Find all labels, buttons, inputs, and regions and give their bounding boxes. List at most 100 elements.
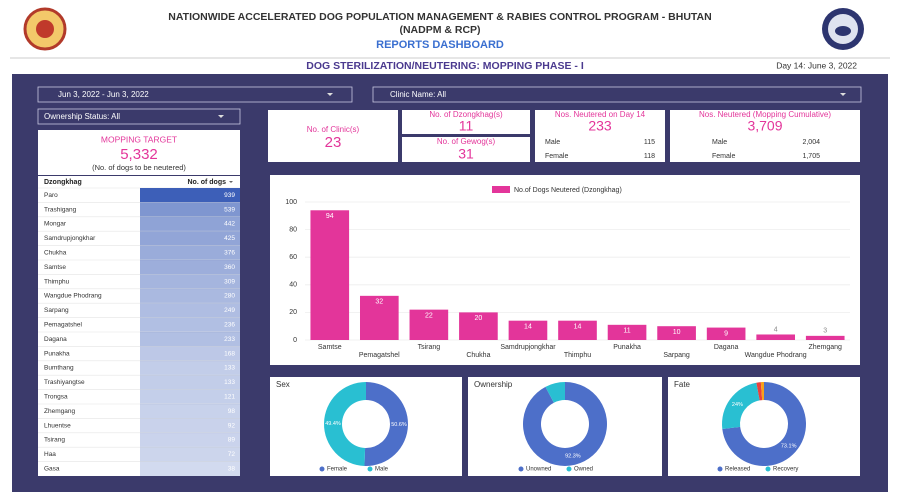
logo-right <box>822 8 864 50</box>
row-value: 133 <box>224 365 235 372</box>
row-value: 360 <box>224 264 235 271</box>
bar <box>657 326 696 340</box>
heat-cell <box>140 245 240 260</box>
data-label: 32 <box>375 299 383 306</box>
sort-icon[interactable] <box>229 181 233 183</box>
row-name: Pemagatshel <box>44 322 82 329</box>
ownership-filter-text[interactable]: Ownership Status: All <box>44 112 120 121</box>
x-tick-label: Samdrupjongkhar <box>500 344 556 351</box>
slice-label: 92.3% <box>565 453 581 459</box>
x-tick-label: Tsirang <box>418 344 441 351</box>
row-value: 539 <box>224 206 235 213</box>
ownership-filter[interactable]: Ownership Status: All <box>37 108 241 125</box>
row-value: 233 <box>224 336 235 343</box>
kpi-sub-label: Female <box>712 153 735 160</box>
y-tick-label: 60 <box>289 254 297 261</box>
data-label: 14 <box>524 324 532 331</box>
row-name: Dagana <box>44 336 67 343</box>
date-filter-text[interactable]: Jun 3, 2022 - Jun 3, 2022 <box>58 90 149 99</box>
row-value: 133 <box>224 379 235 386</box>
kpi-value: 233 <box>588 118 612 134</box>
bar <box>508 320 548 340</box>
date-filter[interactable]: Jun 3, 2022 - Jun 3, 2022 <box>37 86 353 103</box>
kpi-card <box>402 137 530 162</box>
bar <box>359 295 399 340</box>
pie-slice <box>545 382 565 403</box>
x-tick-label: Chukha <box>466 352 490 359</box>
data-label: 9 <box>724 330 728 337</box>
data-label: 22 <box>425 312 433 319</box>
slice-label: 73.1% <box>781 443 797 449</box>
kpi-value: 23 <box>325 134 342 151</box>
heat-cell <box>140 260 240 275</box>
pie-slice <box>364 382 409 467</box>
slice-label: 24% <box>732 402 743 408</box>
heat-cell <box>140 303 240 318</box>
row-value: 249 <box>224 307 235 314</box>
header-subtitle: (NADPM & RCP) <box>399 24 480 36</box>
y-tick-label: 100 <box>285 199 297 206</box>
column-header[interactable]: No. of dogs <box>188 179 227 186</box>
row-name: Sarpang <box>44 307 69 314</box>
kpi-card <box>268 110 398 162</box>
heat-cell <box>140 288 240 304</box>
row-value: 442 <box>224 221 235 228</box>
clinic-filter-text[interactable]: Clinic Name: All <box>390 90 446 99</box>
row-name: Gasa <box>44 466 60 473</box>
row-name: Trashiyangtse <box>44 379 85 386</box>
kpi-value: 11 <box>459 118 474 134</box>
row-value: 38 <box>228 466 236 473</box>
legend-dot <box>367 466 373 472</box>
data-label: 3 <box>823 328 827 335</box>
x-tick-label: Samtse <box>318 344 342 351</box>
row-value: 168 <box>224 350 235 357</box>
data-label: 10 <box>673 329 681 336</box>
legend-label: Female <box>327 467 348 473</box>
pie-title: Ownership <box>474 380 513 389</box>
kpi-label: No. of Clinic(s) <box>307 125 360 134</box>
y-tick-label: 40 <box>289 282 297 289</box>
heat-cell <box>140 231 240 246</box>
row-name: Lhuentse <box>44 422 71 429</box>
row-name: Haa <box>44 451 56 458</box>
pie-slice <box>722 382 760 430</box>
row-value: 89 <box>228 437 236 444</box>
row-value: 425 <box>224 235 235 242</box>
kpi-sub-label: Male <box>545 139 560 146</box>
x-tick-label: Sarpang <box>663 352 690 359</box>
clinic-filter[interactable]: Clinic Name: All <box>372 86 862 103</box>
day-label: Day 14: June 3, 2022 <box>776 60 857 70</box>
row-name: Bumthang <box>44 365 74 372</box>
bar <box>459 312 498 340</box>
heat-cell <box>140 404 240 419</box>
pie-slice <box>760 382 764 401</box>
y-tick-label: 20 <box>289 309 297 316</box>
target-value: 5,332 <box>120 146 158 163</box>
pie-slice <box>523 382 607 466</box>
heat-cell <box>140 274 240 289</box>
bar <box>558 320 597 340</box>
kpi-sub-value: 1,705 <box>802 153 820 160</box>
pie-title: Sex <box>276 380 290 389</box>
x-tick-label: Thimphu <box>564 352 591 359</box>
kpi-sub-value: 118 <box>644 153 655 160</box>
heat-cell <box>140 202 240 217</box>
pie-slice <box>722 382 806 467</box>
bar <box>310 210 350 340</box>
pie-title: Fate <box>674 380 691 389</box>
legend-dot <box>518 466 524 472</box>
legend-dot <box>765 466 771 472</box>
row-name: Chukha <box>44 250 67 257</box>
legend-dot <box>717 466 723 472</box>
kpi-sub-value: 115 <box>644 139 655 146</box>
row-name: Samtse <box>44 264 66 271</box>
data-label: 94 <box>326 213 334 220</box>
header-title: NATIONWIDE ACCELERATED DOG POPULATION MA… <box>168 11 711 23</box>
x-tick-label: Wangdue Phodrang <box>745 352 807 359</box>
row-name: Trongsa <box>44 394 68 401</box>
heat-cell <box>140 332 240 347</box>
heat-cell <box>140 447 240 462</box>
row-name: Punakha <box>44 350 70 357</box>
row-value: 72 <box>228 451 236 458</box>
